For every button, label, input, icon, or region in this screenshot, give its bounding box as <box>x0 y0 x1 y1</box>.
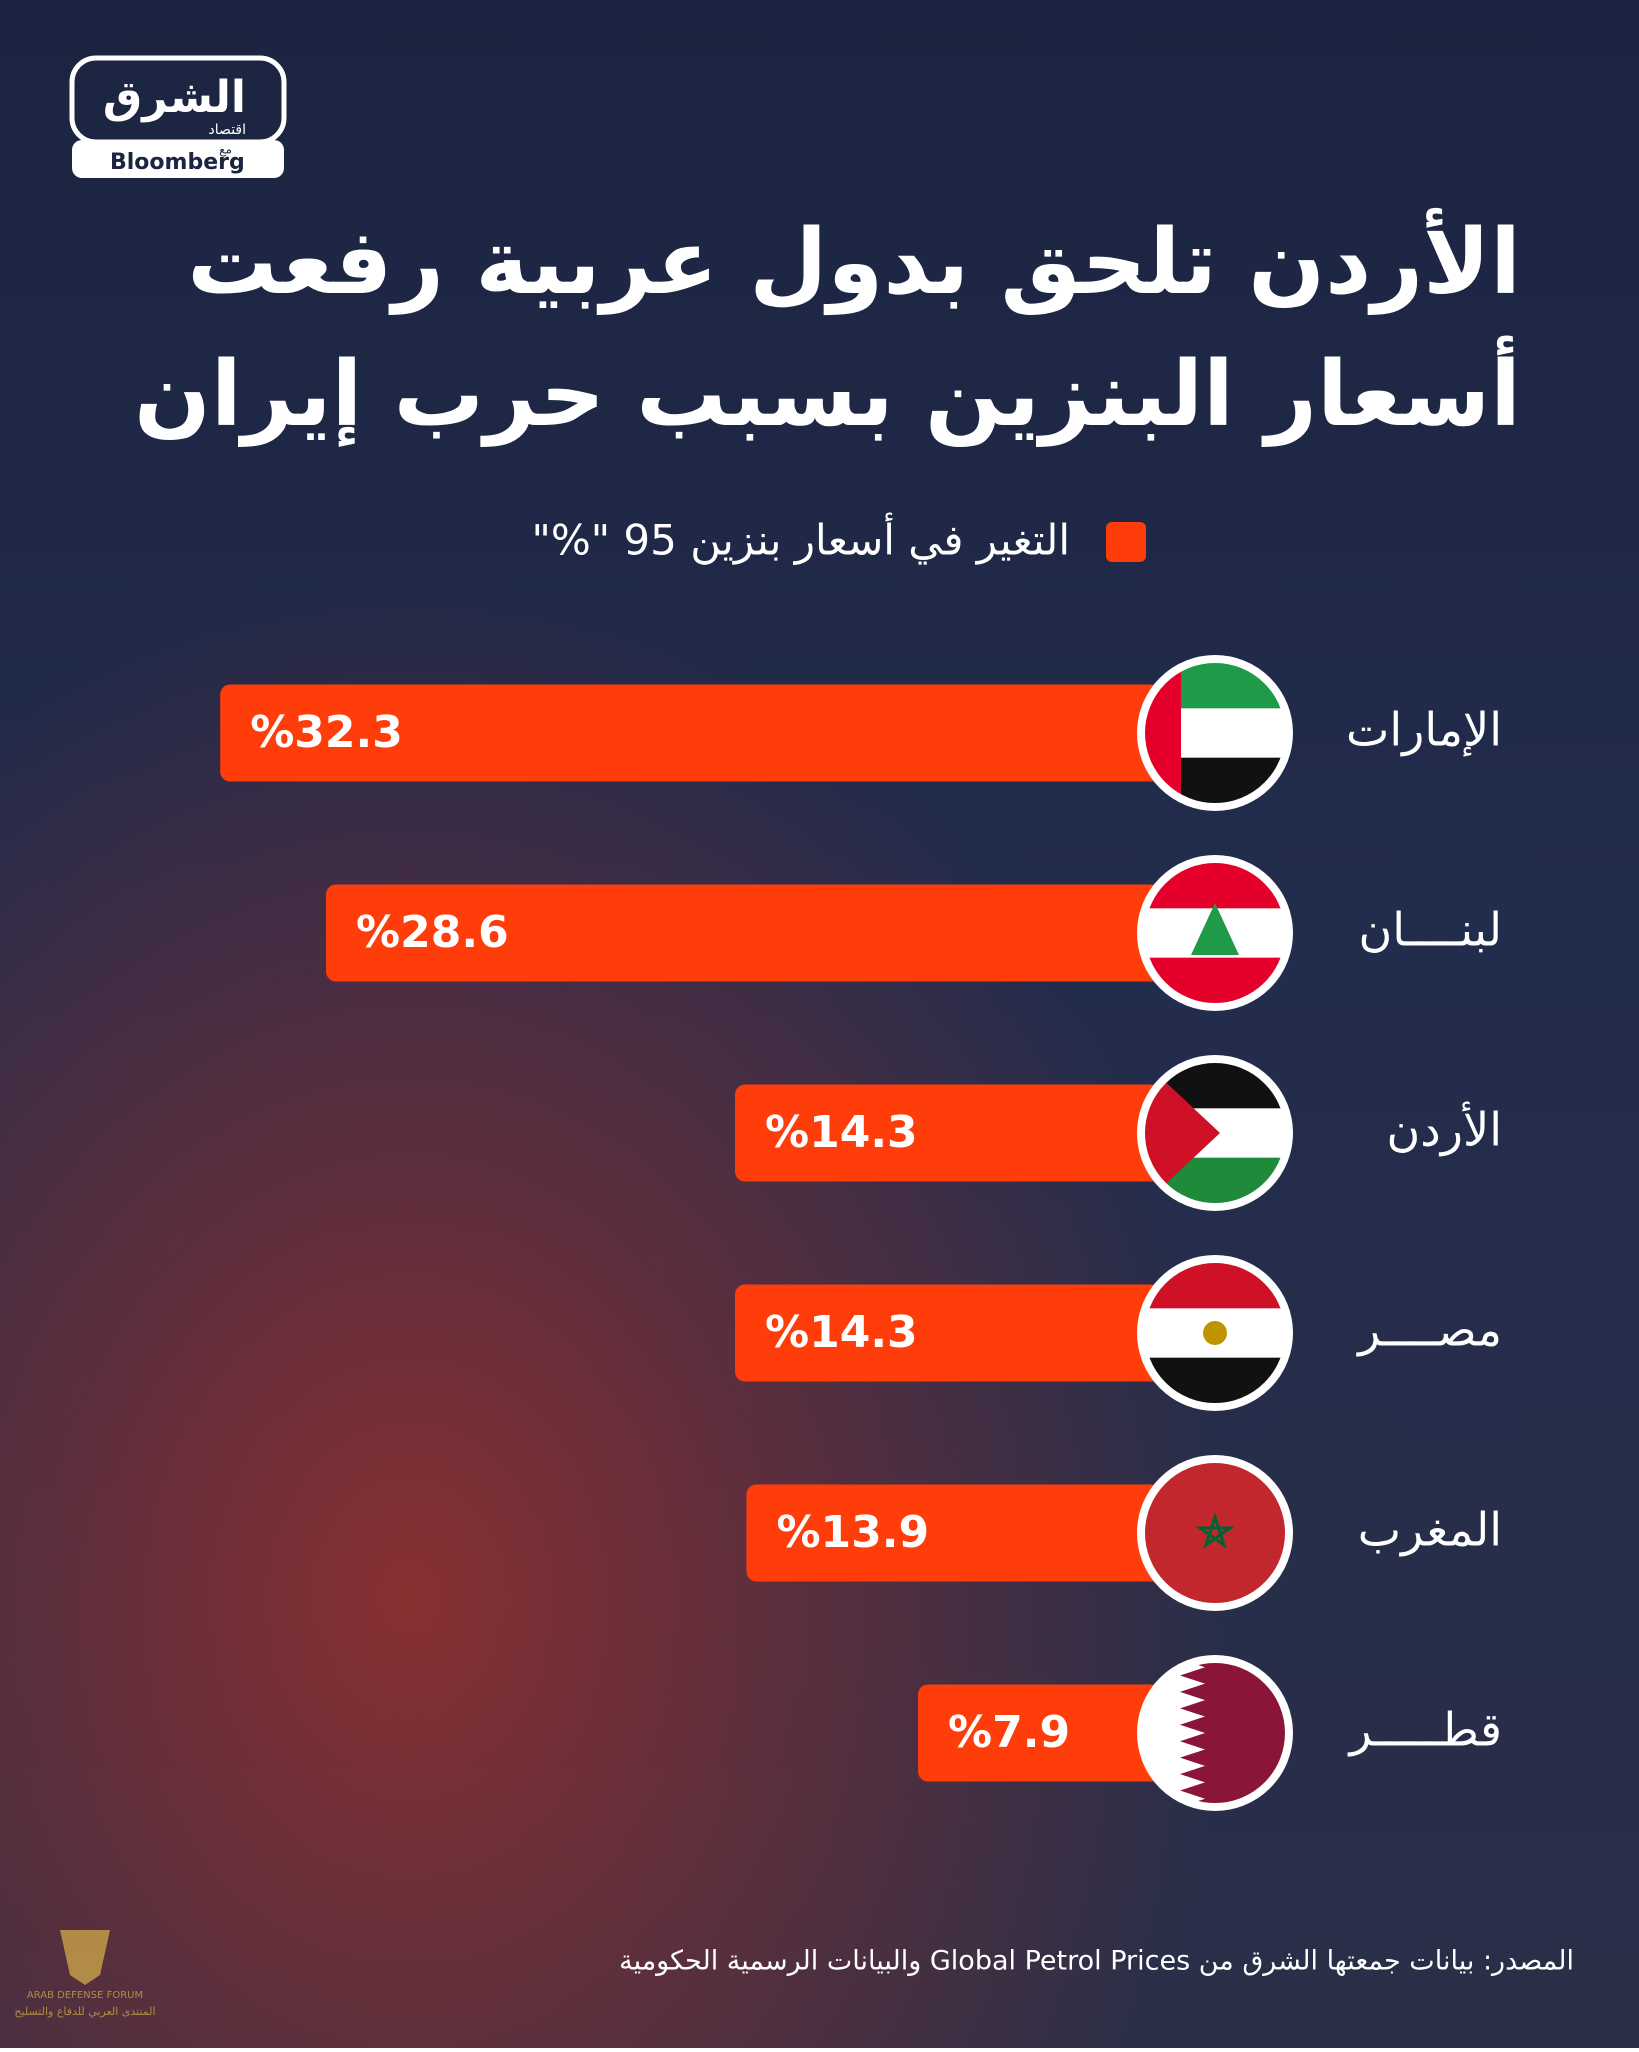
category-label: لبنــــان <box>1359 903 1502 957</box>
flag-ring <box>1137 1455 1293 1611</box>
watermark-sub: المنتدى العربي للدفاع والتسليح <box>14 2005 155 2018</box>
source-note: المصدر: بيانات جمعتها الشرق من Global Pe… <box>619 1946 1574 1977</box>
watermark-name: ARAB DEFENSE FORUM <box>27 1990 143 2001</box>
flag-serrated <box>1141 1659 1205 1807</box>
logo-band <box>72 140 284 178</box>
logo-partner: Bloomberg <box>110 150 245 175</box>
bar <box>735 1084 1215 1182</box>
value-label: %7.9 <box>948 1707 1070 1758</box>
watermark-shield <box>60 1930 110 1985</box>
flag-ring <box>1137 1255 1293 1411</box>
flag-star <box>1195 1512 1235 1549</box>
chart-title: الأردن تلحق بدول عربية رفعت <box>187 208 1521 316</box>
logo-name: الشرق <box>103 72 246 123</box>
category-label: الأردن <box>1387 1101 1503 1157</box>
category-label: مصــــر <box>1356 1303 1502 1358</box>
flag-ring <box>1137 655 1293 811</box>
logo-sub: اقتصاد <box>209 122 246 138</box>
watermark: ARAB DEFENSE FORUM المنتدى العربي للدفاع… <box>14 1930 156 2018</box>
category-label: قطـــــر <box>1348 1703 1503 1758</box>
bar <box>746 1484 1215 1582</box>
legend-label: التغير في أسعار بنزين 95 "%" <box>532 513 1071 566</box>
flag-ring <box>1137 855 1293 1011</box>
chart-title: أسعار البنزين بسبب حرب إيران <box>134 335 1521 447</box>
flag <box>1137 1255 1293 1411</box>
bar <box>220 684 1216 782</box>
flag <box>1137 1055 1293 1211</box>
legend-swatch <box>1106 522 1146 562</box>
value-label: %32.3 <box>250 707 403 758</box>
category-label: الإمارات <box>1346 703 1502 757</box>
flag-ring <box>1137 1055 1293 1211</box>
flag-triangle <box>1141 1059 1220 1207</box>
flag-emblem <box>1203 1321 1227 1345</box>
value-label: %14.3 <box>765 1307 918 1358</box>
flag <box>1137 1655 1293 1811</box>
logo: الشرق اقتصاد مع Bloomberg <box>69 55 287 178</box>
bar <box>918 1684 1215 1782</box>
bar <box>735 1284 1215 1382</box>
bar <box>326 884 1215 982</box>
flag-cedar <box>1191 903 1239 955</box>
value-label: %14.3 <box>765 1107 918 1158</box>
flag <box>1137 655 1293 811</box>
flag <box>1137 1455 1293 1611</box>
logo-with: مع <box>219 143 232 157</box>
value-label: %13.9 <box>776 1507 929 1558</box>
category-label: المغرب <box>1358 1503 1502 1558</box>
flag-ring <box>1137 1655 1293 1811</box>
value-label: %28.6 <box>356 907 509 958</box>
flag <box>1137 855 1293 1011</box>
